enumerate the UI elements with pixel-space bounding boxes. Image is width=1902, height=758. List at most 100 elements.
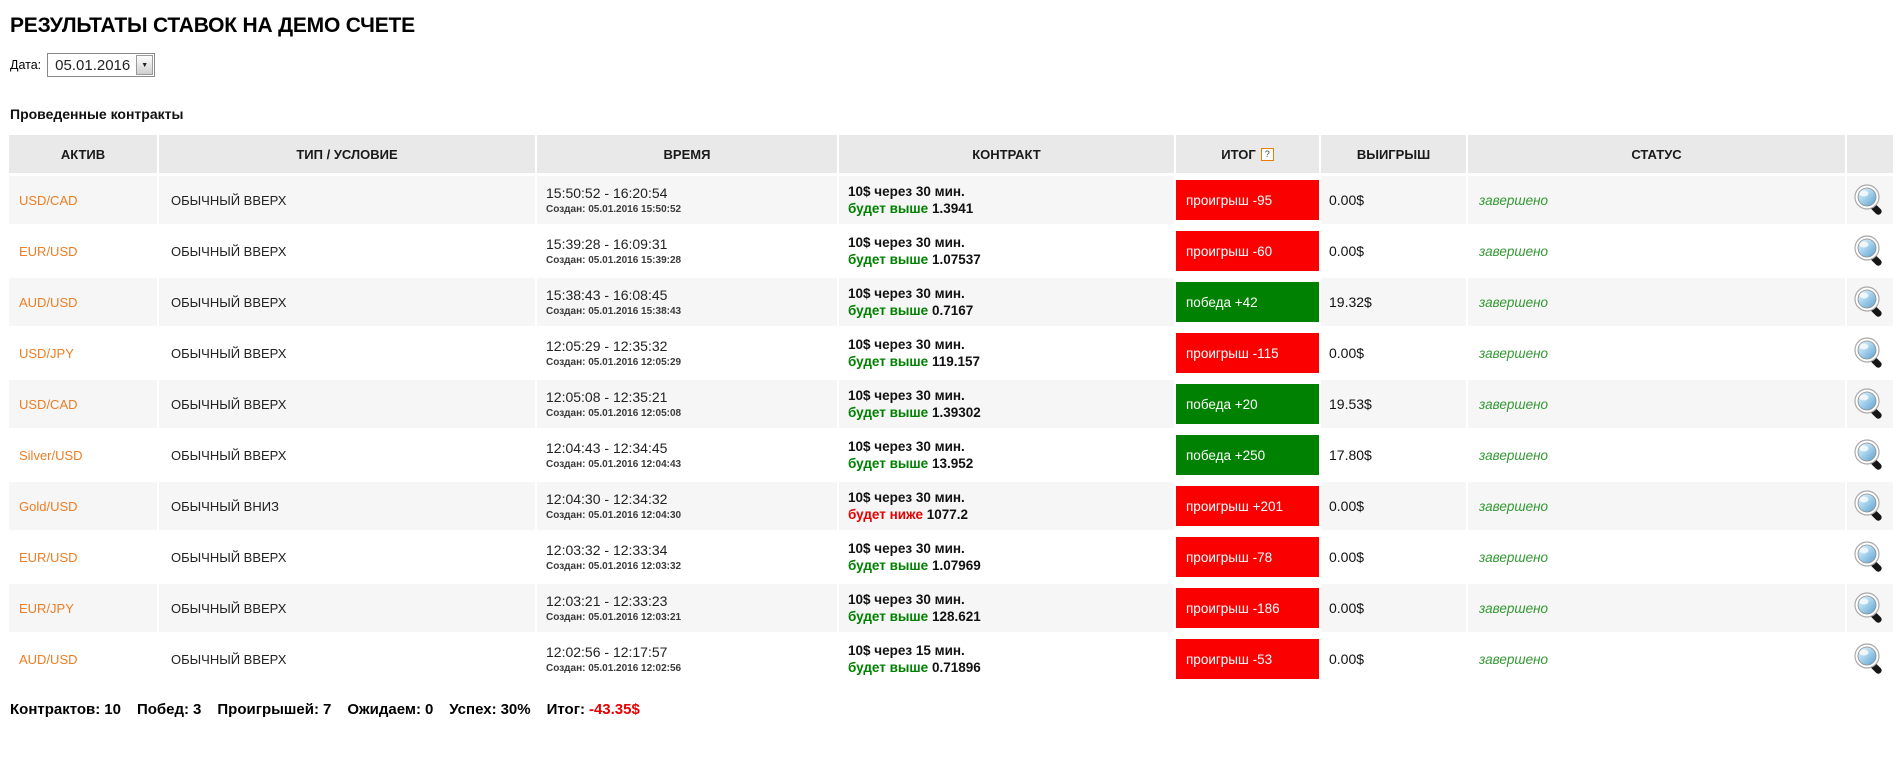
table-row: EUR/JPY ОБЫЧНЫЙ ВВЕРХ 12:03:21 - 12:33:2… <box>9 584 1895 632</box>
table-row: USD/CAD ОБЫЧНЫЙ ВВЕРХ 12:05:08 - 12:35:2… <box>9 380 1895 428</box>
contract-target: 1.07537 <box>931 252 981 267</box>
time-cell: 15:39:28 - 16:09:31 Создан: 05.01.2016 1… <box>537 227 837 275</box>
magnifier-icon[interactable] <box>1854 286 1886 318</box>
contract-stake: 10$ через 30 мин. <box>848 388 965 403</box>
summary-pending: Ожидаем: 0 <box>347 701 434 718</box>
contract-stake: 10$ через 30 мин. <box>848 286 965 301</box>
contract-condition: будет выше <box>848 354 929 369</box>
result-badge: победа +42 <box>1176 282 1319 322</box>
summary-losses: Проигрышей: 7 <box>217 701 332 718</box>
summary-contracts: Контрактов: 10 <box>10 701 121 718</box>
asset-link[interactable]: EUR/USD <box>19 243 78 259</box>
contract-type: ОБЫЧНЫЙ ВВЕРХ <box>159 278 535 326</box>
section-title: Проведенные контракты <box>10 106 184 122</box>
contract-condition-line: будет выше 1.07537 <box>848 252 1174 267</box>
contract-type: ОБЫЧНЫЙ ВВЕРХ <box>159 431 535 479</box>
result-cell: победа +42 <box>1176 278 1319 326</box>
help-icon[interactable]: ? <box>1260 147 1274 161</box>
asset-link[interactable]: USD/JPY <box>19 345 74 361</box>
status-text: завершено <box>1479 498 1549 514</box>
col-header-result: ИТОГ ? <box>1176 135 1319 173</box>
magnifier-icon[interactable] <box>1854 643 1886 675</box>
asset-link[interactable]: USD/CAD <box>19 396 78 412</box>
contract-target: 128.621 <box>931 609 981 624</box>
status-cell: завершено <box>1468 431 1845 479</box>
time-range: 15:39:28 - 16:09:31 <box>546 236 668 252</box>
contract-cell: 10$ через 30 мин. будет выше 119.157 <box>839 329 1174 377</box>
contract-cell: 10$ через 30 мин. будет выше 128.621 <box>839 584 1174 632</box>
status-cell: завершено <box>1468 584 1845 632</box>
magnifier-icon[interactable] <box>1854 592 1886 624</box>
contracts-table: АКТИВ ТИП / УСЛОВИЕ ВРЕМЯ КОНТРАКТ ИТОГ … <box>9 135 1895 683</box>
table-row: AUD/USD ОБЫЧНЫЙ ВВЕРХ 12:02:56 - 12:17:5… <box>9 635 1895 683</box>
magnifier-icon[interactable] <box>1854 184 1886 216</box>
result-cell: победа +250 <box>1176 431 1319 479</box>
asset-link[interactable]: USD/CAD <box>19 192 78 208</box>
asset-link[interactable]: AUD/USD <box>19 651 78 667</box>
contract-type: ОБЫЧНЫЙ ВВЕРХ <box>159 584 535 632</box>
contract-stake: 10$ через 30 мин. <box>848 184 965 199</box>
time-cell: 15:38:43 - 16:08:45 Создан: 05.01.2016 1… <box>537 278 837 326</box>
win-amount: 17.80$ <box>1321 431 1466 479</box>
time-cell: 12:05:29 - 12:35:32 Создан: 05.01.2016 1… <box>537 329 837 377</box>
asset-link[interactable]: EUR/JPY <box>19 600 74 616</box>
magnifier-icon[interactable] <box>1854 235 1886 267</box>
status-text: завершено <box>1479 447 1549 463</box>
summary-success: Успех: 30% <box>449 701 531 718</box>
table-row: Silver/USD ОБЫЧНЫЙ ВВЕРХ 12:04:43 - 12:3… <box>9 431 1895 479</box>
result-badge: проигрыш -186 <box>1176 588 1319 628</box>
time-range: 12:03:32 - 12:33:34 <box>546 542 668 558</box>
date-select-value: 05.01.2016 <box>55 56 131 74</box>
contract-condition-line: будет выше 128.621 <box>848 609 1174 624</box>
contract-cell: 10$ через 30 мин. будет выше 0.7167 <box>839 278 1174 326</box>
time-range: 12:05:08 - 12:35:21 <box>546 389 668 405</box>
contract-condition-line: будет выше 0.71896 <box>848 660 1174 675</box>
chevron-down-icon[interactable]: ▼ <box>136 55 154 75</box>
contract-type: ОБЫЧНЫЙ ВВЕРХ <box>159 380 535 428</box>
time-cell: 12:04:43 - 12:34:45 Создан: 05.01.2016 1… <box>537 431 837 479</box>
actions-cell <box>1847 227 1893 275</box>
magnifier-icon[interactable] <box>1854 439 1886 471</box>
contract-type: ОБЫЧНЫЙ ВВЕРХ <box>159 329 535 377</box>
contract-target: 0.7167 <box>931 303 974 318</box>
contract-condition: будет выше <box>848 252 929 267</box>
contract-condition-line: будет выше 1.07969 <box>848 558 1174 573</box>
table-row: EUR/USD ОБЫЧНЫЙ ВВЕРХ 12:03:32 - 12:33:3… <box>9 533 1895 581</box>
asset-link[interactable]: Silver/USD <box>19 447 83 463</box>
time-cell: 12:04:30 - 12:34:32 Создан: 05.01.2016 1… <box>537 482 837 530</box>
created-at: Создан: 05.01.2016 12:05:08 <box>546 408 682 419</box>
created-at: Создан: 05.01.2016 12:04:43 <box>546 459 682 470</box>
result-badge: проигрыш -78 <box>1176 537 1319 577</box>
date-select[interactable]: 05.01.2016 ▼ <box>47 53 156 77</box>
asset-link[interactable]: Gold/USD <box>19 498 78 514</box>
contract-cell: 10$ через 30 мин. будет выше 1.07969 <box>839 533 1174 581</box>
asset-link[interactable]: AUD/USD <box>19 294 78 310</box>
magnifier-icon[interactable] <box>1854 541 1886 573</box>
created-at: Создан: 05.01.2016 12:02:56 <box>546 663 682 674</box>
asset-link[interactable]: EUR/USD <box>19 549 78 565</box>
contract-condition-line: будет выше 0.7167 <box>848 303 1174 318</box>
col-header-win: ВЫИГРЫШ <box>1321 135 1466 173</box>
actions-cell <box>1847 635 1893 683</box>
col-header-actions <box>1847 135 1893 173</box>
win-amount: 0.00$ <box>1321 482 1466 530</box>
result-badge: победа +20 <box>1176 384 1319 424</box>
col-header-status: СТАТУС <box>1468 135 1845 173</box>
table-header-row: АКТИВ ТИП / УСЛОВИЕ ВРЕМЯ КОНТРАКТ ИТОГ … <box>9 135 1895 173</box>
col-header-asset: АКТИВ <box>9 135 157 173</box>
contract-condition-line: будет выше 1.3941 <box>848 201 1174 216</box>
summary-total-value: -43.35$ <box>588 701 640 718</box>
created-at: Создан: 05.01.2016 12:03:32 <box>546 561 682 572</box>
magnifier-icon[interactable] <box>1854 490 1886 522</box>
summary-wins: Побед: 3 <box>136 701 202 718</box>
contract-target: 1077.2 <box>926 507 969 522</box>
magnifier-icon[interactable] <box>1854 337 1886 369</box>
status-cell: завершено <box>1468 329 1845 377</box>
created-at: Создан: 05.01.2016 15:38:43 <box>546 306 682 317</box>
created-at: Создан: 05.01.2016 12:04:30 <box>546 510 682 521</box>
status-cell: завершено <box>1468 380 1845 428</box>
magnifier-icon[interactable] <box>1854 388 1886 420</box>
actions-cell <box>1847 176 1893 224</box>
time-cell: 12:03:21 - 12:33:23 Создан: 05.01.2016 1… <box>537 584 837 632</box>
result-badge: проигрыш -53 <box>1176 639 1319 679</box>
